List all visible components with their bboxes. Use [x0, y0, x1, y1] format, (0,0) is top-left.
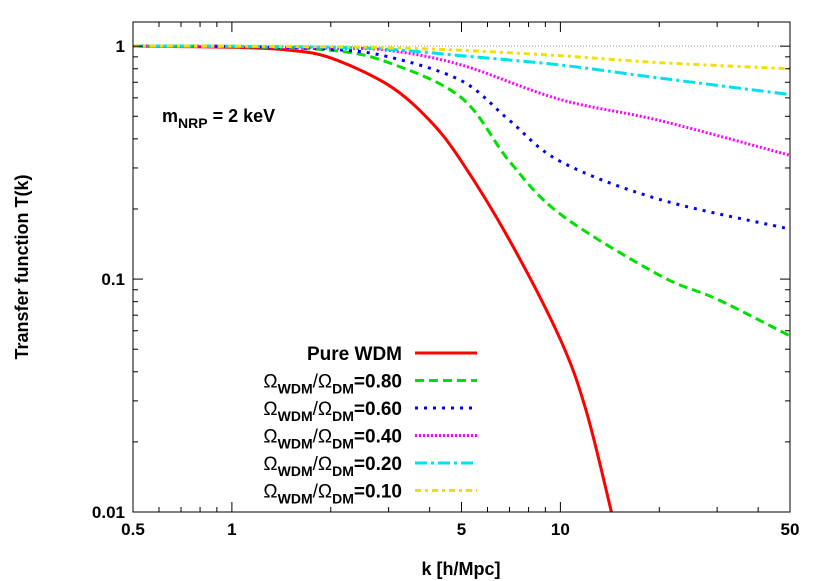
legend-text-part: Ω [318, 454, 332, 475]
legend-text-part: WDM [278, 408, 313, 424]
legend-text-part: / [313, 427, 319, 448]
legend-text-part: / [313, 372, 319, 393]
legend-label-2: ΩWDM/ΩDM=0.60 [263, 399, 402, 424]
legend-text-part: / [313, 482, 319, 503]
legend-label-3: ΩWDM/ΩDM=0.40 [263, 427, 402, 452]
series-line-5 [133, 44, 790, 71]
legend-label-4: ΩWDM/ΩDM=0.20 [263, 454, 402, 479]
y-tick-label: 1 [116, 37, 125, 56]
legend-text-part: Ω [263, 454, 277, 475]
legend-text-part: Ω [263, 427, 277, 448]
legend-text-part: WDM [278, 491, 313, 507]
x-tick-label: 50 [781, 520, 800, 539]
y-tick-label: 0.01 [92, 503, 125, 522]
series-line-3 [133, 44, 790, 157]
legend-text-part: WDM [278, 381, 313, 397]
legend-text-part: Ω [263, 399, 277, 420]
y-tick-label: 0.1 [101, 270, 125, 289]
series-line-2 [133, 44, 790, 231]
legend-text-part: Ω [263, 482, 277, 503]
x-tick-label: 1 [227, 520, 236, 539]
legend-text-part: / [313, 454, 319, 475]
series-line-1 [133, 44, 790, 338]
legend-text-part: Ω [318, 482, 332, 503]
legend-text-part: DM [332, 436, 354, 452]
legend-text-part: Ω [318, 399, 332, 420]
legend-text-part: Ω [263, 372, 277, 393]
legend-text-part: WDM [278, 436, 313, 452]
legend-text-part: / [313, 399, 319, 420]
legend: Pure WDMΩWDM/ΩDM=0.80ΩWDM/ΩDM=0.60ΩWDM/Ω… [263, 344, 477, 507]
legend-text-part: WDM [278, 463, 313, 479]
x-tick-label: 10 [551, 520, 570, 539]
legend-text-part: =0.80 [354, 372, 402, 393]
legend-text-part: =0.60 [354, 399, 402, 420]
series-line-4 [133, 44, 790, 97]
legend-text-part: Ω [318, 427, 332, 448]
legend-label-1: ΩWDM/ΩDM=0.80 [263, 372, 402, 397]
x-tick-label: 5 [457, 520, 466, 539]
legend-text-part: DM [332, 463, 354, 479]
legend-text-part: =0.40 [354, 427, 402, 448]
plot-frame [132, 21, 791, 513]
legend-label-5: ΩWDM/ΩDM=0.10 [263, 482, 402, 507]
legend-text-part: =0.20 [354, 454, 402, 475]
legend-text-part: DM [332, 381, 354, 397]
legend-label-0: Pure WDM [307, 344, 402, 365]
legend-text-part: Ω [318, 372, 332, 393]
y-axis-label: Transfer function T(k) [12, 174, 32, 359]
legend-text-part: =0.10 [354, 482, 402, 503]
legend-text-part: DM [332, 491, 354, 507]
x-axis-label: k [h/Mpc] [422, 559, 501, 579]
legend-text-part: DM [332, 408, 354, 424]
mass-annotation: mNRP = 2 keV [162, 106, 275, 131]
x-tick-label: 0.5 [121, 520, 145, 539]
